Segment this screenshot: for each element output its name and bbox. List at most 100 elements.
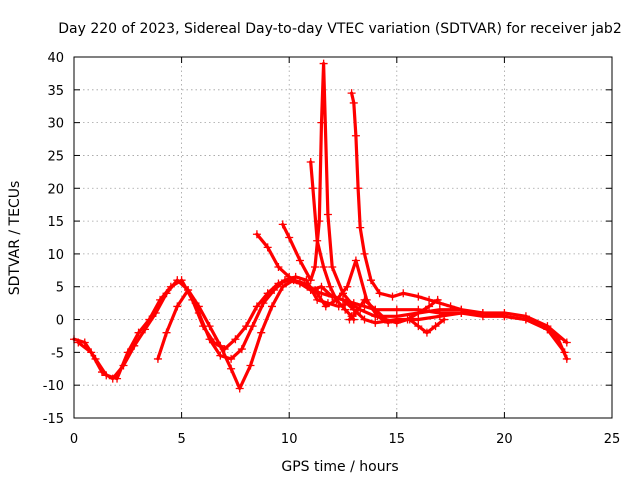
y-tick-label: 15	[47, 215, 64, 230]
data-point	[317, 289, 326, 298]
y-tick-label: 20	[47, 182, 64, 197]
data-point	[313, 236, 322, 245]
data-point	[237, 345, 246, 354]
y-tick-label: 30	[47, 117, 64, 132]
x-tick-label: 10	[281, 432, 298, 447]
data-point	[205, 322, 214, 331]
y-tick-label: 0	[56, 314, 64, 329]
data-point	[227, 364, 236, 373]
data-point	[521, 315, 530, 324]
data-point	[321, 302, 330, 311]
data-point	[392, 318, 401, 327]
data-point	[252, 302, 261, 311]
data-point	[351, 256, 360, 265]
data-point	[562, 338, 571, 347]
data-point	[354, 184, 363, 193]
data-point	[351, 131, 360, 140]
data-point	[141, 325, 150, 334]
series-line	[281, 61, 356, 308]
data-point	[285, 233, 294, 242]
data-point	[500, 312, 509, 321]
data-point	[235, 384, 244, 393]
data-point	[543, 325, 552, 334]
y-axis-label: SDTVAR / TECUs	[7, 181, 23, 296]
data-point	[405, 315, 414, 324]
y-tick-label: 25	[47, 149, 64, 164]
chart-title: Day 220 of 2023, Sidereal Day-to-day VTE…	[58, 21, 621, 37]
data-point	[388, 292, 397, 301]
data-point	[295, 279, 304, 288]
data-point	[440, 315, 449, 324]
data-point	[399, 289, 408, 298]
data-point	[267, 302, 276, 311]
data-point	[108, 374, 117, 383]
data-point	[259, 299, 268, 308]
data-point	[349, 98, 358, 107]
data-point	[347, 89, 356, 98]
series-track-4	[252, 230, 569, 357]
series-track-3	[153, 256, 393, 393]
y-tick-label: 40	[47, 51, 64, 66]
data-point	[306, 158, 315, 167]
data-point	[339, 289, 347, 298]
data-point	[345, 315, 354, 324]
data-point	[360, 295, 369, 304]
data-point	[382, 315, 391, 324]
data-point	[332, 295, 341, 304]
data-point	[326, 282, 335, 291]
data-point	[392, 305, 401, 314]
data-point	[278, 282, 287, 291]
data-point	[360, 249, 369, 258]
data-point	[360, 315, 369, 324]
data-point	[435, 308, 444, 317]
data-point	[97, 368, 106, 377]
data-point	[478, 312, 487, 321]
data-point	[414, 322, 423, 331]
data-point	[257, 328, 266, 337]
data-point	[351, 308, 360, 317]
data-point	[87, 348, 96, 357]
data-point	[119, 361, 128, 370]
data-point	[246, 361, 255, 370]
series-track-9	[405, 315, 449, 337]
data-point	[263, 243, 272, 252]
series-track-5	[278, 59, 358, 311]
data-point	[349, 302, 358, 311]
data-point	[375, 289, 384, 298]
axis-ticks: 0 5 10 15 20 25 -15 -10 -5 0 5 10 15 20 25 30 35 40	[43, 51, 621, 447]
data-point	[295, 256, 304, 265]
y-tick-label: 35	[47, 84, 64, 99]
data-point	[173, 276, 182, 285]
data-point	[151, 308, 160, 317]
data-point	[366, 276, 375, 285]
data-point	[306, 286, 315, 295]
data-point	[270, 286, 279, 295]
data-point	[74, 338, 83, 347]
data-point	[216, 351, 225, 360]
data-point	[285, 272, 294, 281]
y-tick-label: -15	[43, 412, 64, 427]
data-point	[278, 220, 287, 229]
data-point	[433, 295, 442, 304]
data-point	[306, 276, 315, 285]
data-point	[371, 305, 380, 314]
x-tick-label: 20	[496, 432, 513, 447]
data-point	[414, 308, 423, 317]
x-tick-label: 15	[389, 432, 406, 447]
data-point	[162, 328, 171, 337]
data-point	[308, 184, 317, 193]
data-series	[70, 59, 571, 393]
data-point	[425, 302, 434, 311]
data-point	[341, 305, 350, 314]
x-tick-label: 25	[604, 432, 621, 447]
data-point	[317, 118, 326, 127]
data-point	[562, 354, 571, 363]
y-tick-label: 5	[56, 281, 64, 296]
data-point	[231, 335, 240, 344]
data-point	[422, 328, 431, 337]
x-axis-label: GPS time / hours	[281, 459, 398, 475]
data-point	[311, 263, 320, 272]
data-point	[343, 282, 352, 291]
data-point	[319, 59, 328, 68]
